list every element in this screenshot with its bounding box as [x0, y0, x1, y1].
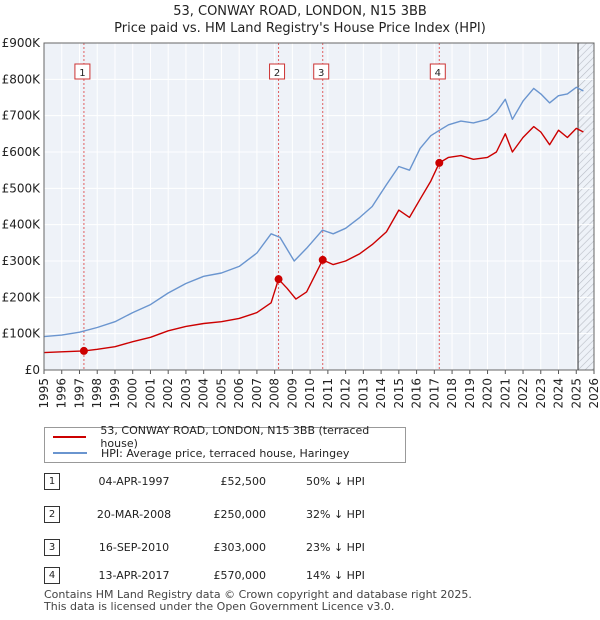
x-tick-label: 2013 — [356, 378, 370, 409]
y-tick-label: £700K — [2, 109, 42, 123]
x-tick-label: 2004 — [197, 378, 211, 409]
legend-swatch-hpi — [53, 452, 87, 454]
series-line-property — [43, 125, 584, 354]
x-tick-label: 1998 — [90, 378, 104, 409]
chart-subtitle: Price paid vs. HM Land Registry's House … — [114, 21, 486, 36]
sale-hpi-diff: 50% ↓ HPI — [306, 475, 365, 488]
x-tick-label: 2016 — [410, 378, 424, 409]
x-tick-label: 2020 — [481, 378, 495, 409]
forecast-region — [578, 43, 594, 370]
y-tick-label: £800K — [2, 72, 42, 86]
sale-marker-label: 1 — [79, 68, 85, 79]
footer-copyright: Contains HM Land Registry data © Crown c… — [44, 588, 472, 601]
x-tick-label: 2012 — [339, 378, 353, 409]
y-tick-label: £200K — [2, 290, 42, 304]
x-tick-label: 2011 — [321, 378, 335, 409]
plot-area — [44, 43, 594, 370]
sale-price: £570,000 — [213, 569, 267, 582]
x-tick-label: 2001 — [143, 378, 157, 409]
plot-frame — [43, 42, 595, 371]
x-tick-label: 2018 — [445, 378, 459, 409]
x-tick-label: 2007 — [250, 378, 264, 409]
legend-item-property: 53, CONWAY ROAD, LONDON, N15 3BB (terrac… — [53, 424, 405, 450]
x-tick-label: 2014 — [374, 378, 388, 409]
table-row: 4 13-APR-2017 £570,000 14% ↓ HPI — [44, 567, 584, 585]
sale-date: 16-SEP-2010 — [98, 541, 170, 554]
x-tick-label: 1999 — [108, 378, 122, 409]
sale-marker-box — [269, 63, 286, 80]
sale-number-badge: 3 — [44, 539, 60, 556]
sale-marker-box — [429, 63, 446, 80]
x-tick-label: 1996 — [55, 378, 69, 409]
sale-date: 04-APR-1997 — [98, 475, 170, 488]
x-tick-label: 2017 — [427, 378, 441, 409]
sale-marker-label: 2 — [274, 68, 280, 79]
x-tick-label: 2026 — [587, 378, 600, 409]
table-row: 2 20-MAR-2008 £250,000 32% ↓ HPI — [44, 506, 584, 524]
x-tick-label: 2008 — [268, 378, 282, 409]
footer-license: This data is licensed under the Open Gov… — [44, 600, 395, 613]
y-tick-label: £500K — [2, 181, 42, 195]
sale-point — [274, 275, 283, 284]
sale-number-badge: 2 — [44, 506, 60, 523]
sale-date: 13-APR-2017 — [98, 569, 170, 582]
sale-number-badge: 4 — [44, 567, 60, 584]
x-tick-label: 2024 — [552, 378, 566, 409]
chart-title: 53, CONWAY ROAD, LONDON, N15 3BB — [173, 4, 427, 19]
sale-price: £303,000 — [213, 541, 267, 554]
table-row: 3 16-SEP-2010 £303,000 23% ↓ HPI — [44, 539, 584, 557]
sale-marker-label: 3 — [318, 68, 324, 79]
legend-item-hpi: HPI: Average price, terraced house, Hari… — [53, 445, 349, 461]
x-tick-label: 2003 — [179, 378, 193, 409]
sale-date: 20-MAR-2008 — [96, 508, 172, 521]
y-tick-label: £0 — [25, 363, 40, 377]
sale-marker-box — [313, 63, 330, 80]
y-tick-label: £400K — [2, 218, 42, 232]
sale-point — [435, 158, 444, 167]
sale-hpi-diff: 32% ↓ HPI — [306, 508, 365, 521]
sale-hpi-diff: 23% ↓ HPI — [306, 541, 365, 554]
x-tick-label: 2009 — [285, 378, 299, 409]
x-tick-label: 2025 — [569, 378, 583, 409]
y-tick-label: £600K — [2, 145, 42, 159]
legend-label-property: 53, CONWAY ROAD, LONDON, N15 3BB (terrac… — [100, 424, 370, 450]
series-line-hpi — [43, 86, 584, 338]
y-tick-label: £100K — [2, 327, 42, 341]
x-tick-label: 2000 — [126, 378, 140, 409]
x-tick-label: 1997 — [72, 378, 86, 409]
sale-point — [79, 346, 88, 355]
y-tick-label: £300K — [2, 254, 42, 268]
sale-marker-label: 4 — [435, 68, 441, 79]
sale-price: £52,500 — [220, 475, 267, 488]
y-tick-label: £900K — [2, 36, 42, 50]
sale-number-badge: 1 — [44, 473, 60, 490]
x-tick-label: 2006 — [232, 378, 246, 409]
x-tick-label: 2019 — [463, 378, 477, 409]
x-tick-label: 2023 — [534, 378, 548, 409]
price-chart: £0 £100K £200K £300K £400K £500K £600K £700K £80… — [2, 36, 600, 409]
x-tick-label: 2005 — [214, 378, 228, 409]
x-tick-label: 2015 — [392, 378, 406, 409]
x-tick-label: 1995 — [37, 378, 51, 409]
legend-label-hpi: HPI: Average price, terraced house, Hari… — [101, 446, 350, 460]
sale-hpi-diff: 14% ↓ HPI — [306, 569, 365, 582]
x-tick-label: 2022 — [516, 378, 530, 409]
legend-swatch-property — [53, 436, 87, 438]
footer: Contains HM Land Registry data © Crown c… — [44, 589, 472, 613]
table-row: 1 04-APR-1997 £52,500 50% ↓ HPI — [44, 473, 584, 491]
chart-legend: 53, CONWAY ROAD, LONDON, N15 3BB (terrac… — [44, 424, 406, 463]
x-tick-label: 2002 — [161, 378, 175, 409]
sale-price: £250,000 — [213, 508, 267, 521]
x-tick-label: 2010 — [303, 378, 317, 409]
sale-marker-box — [74, 63, 91, 80]
sale-point — [318, 255, 327, 264]
x-tick-label: 2021 — [498, 378, 512, 409]
